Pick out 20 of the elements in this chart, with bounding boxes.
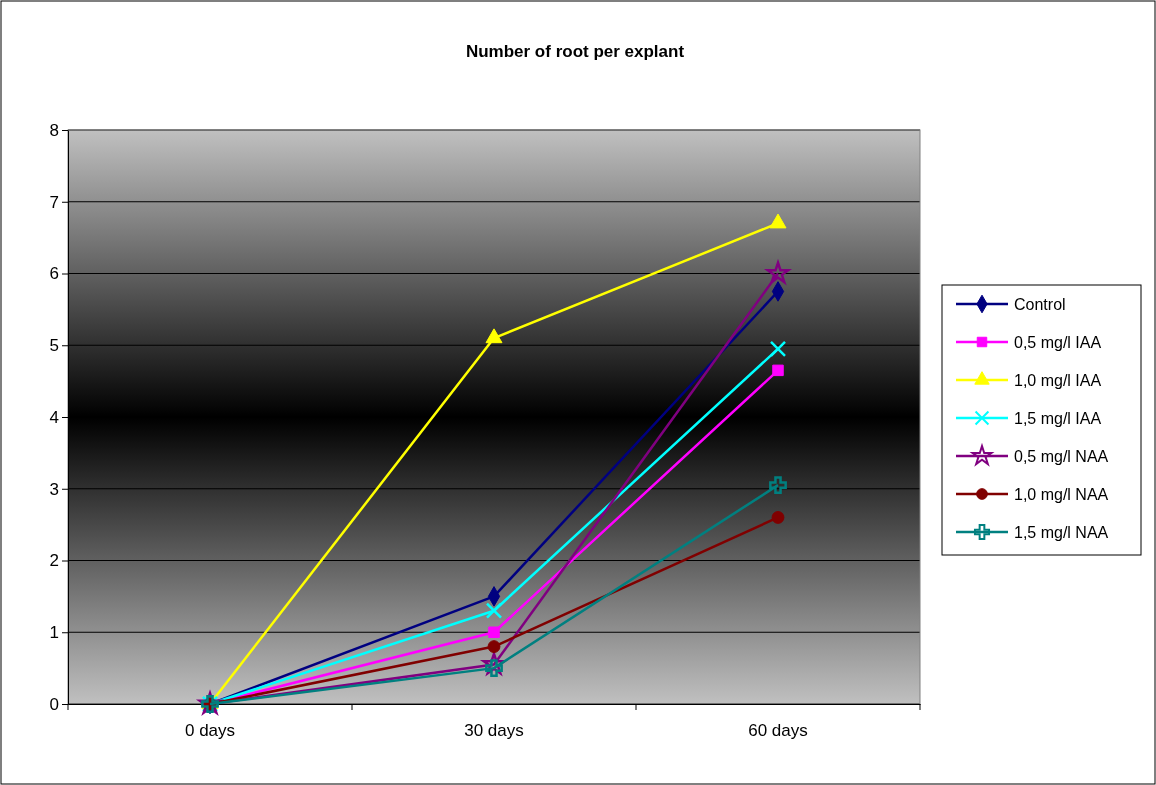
x-tick-label: 60 days	[748, 721, 808, 741]
x-tick-label: 30 days	[464, 721, 524, 741]
y-tick-label: 7	[49, 192, 59, 212]
y-tick-label: 6	[49, 264, 59, 284]
legend-label: 0,5 mg/l NAA	[1014, 448, 1109, 465]
y-tick-label: 5	[49, 336, 59, 356]
legend-label: Control	[1014, 296, 1066, 313]
y-tick-label: 8	[49, 120, 59, 140]
legend-label: 1,5 mg/l NAA	[1014, 524, 1109, 541]
legend-label: 1,0 mg/l IAA	[1014, 372, 1102, 389]
y-tick-label: 4	[49, 407, 59, 427]
legend-label: 1,5 mg/l IAA	[1014, 410, 1102, 427]
chart-title: Number of root per explant	[465, 42, 685, 61]
y-tick-label: 0	[49, 694, 59, 714]
y-tick-label: 1	[49, 623, 59, 643]
y-tick-label: 2	[49, 551, 59, 571]
legend-label: 1,0 mg/l NAA	[1014, 486, 1109, 503]
legend-label: 0,5 mg/l IAA	[1014, 334, 1102, 351]
x-tick-label: 0 days	[184, 721, 236, 741]
y-tick-label: 3	[49, 479, 59, 499]
